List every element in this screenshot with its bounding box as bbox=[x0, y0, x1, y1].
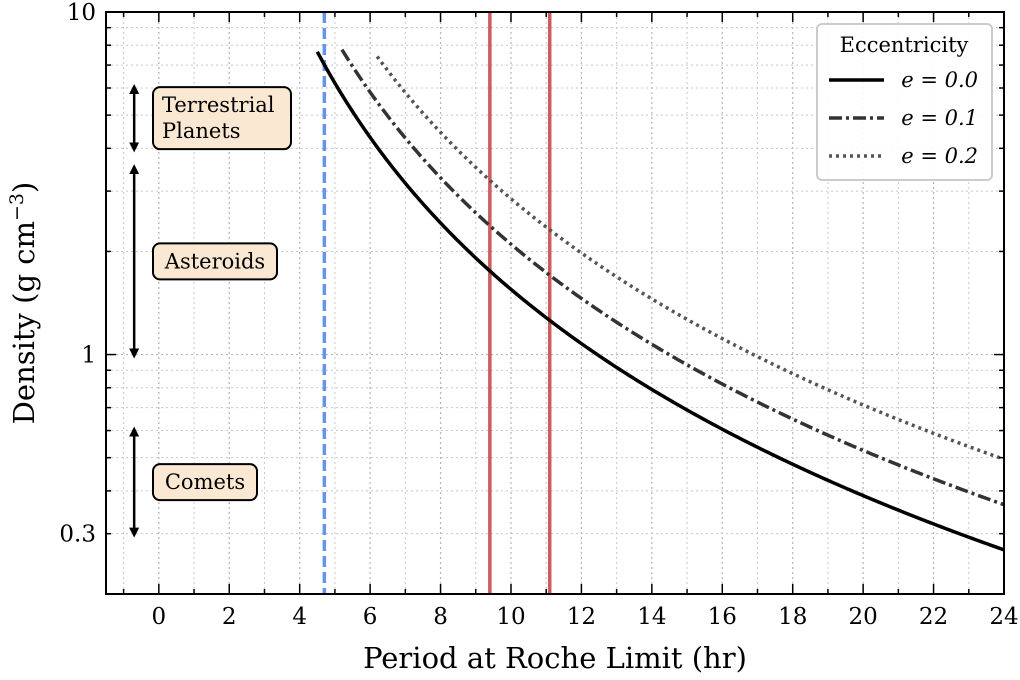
x-tick-label: 20 bbox=[848, 604, 877, 630]
x-tick-label: 12 bbox=[567, 604, 596, 630]
density-class-box-2 bbox=[152, 242, 278, 281]
y-axis-title-main: Density (g cm bbox=[7, 221, 41, 424]
x-tick-label: 16 bbox=[708, 604, 737, 630]
density-class-label-1-1: Terrestrial bbox=[162, 93, 275, 117]
x-tick-label: 0 bbox=[152, 604, 167, 630]
axis-ticks bbox=[106, 11, 1005, 595]
x-axis-title: Period at Roche Limit (hr) bbox=[363, 641, 747, 675]
y-axis-title: Density (g cm−3) bbox=[6, 182, 41, 425]
legend-title: Eccentricity bbox=[840, 33, 969, 57]
vertical-lines bbox=[322, 12, 552, 594]
y-axis-title-close: ) bbox=[7, 182, 41, 193]
plot-frame bbox=[105, 11, 1005, 595]
x-tick-label: 10 bbox=[496, 604, 525, 630]
legend-box bbox=[816, 23, 993, 181]
legend-label-e1: e = 0.1 bbox=[901, 106, 978, 130]
x-tick-label: 4 bbox=[292, 604, 307, 630]
y-tick-label: 0.3 bbox=[59, 522, 96, 548]
series-line-e1 bbox=[340, 48, 1005, 507]
x-tick-label: 6 bbox=[363, 604, 378, 630]
legend-label-e0: e = 0.0 bbox=[901, 68, 978, 92]
density-class-label-1-2: Planets bbox=[162, 119, 241, 143]
y-tick-label: 1 bbox=[81, 343, 96, 369]
y-axis-title-exponent: −3 bbox=[6, 193, 28, 221]
legend: Eccentricity e = 0.0 e = 0.1 e = 0.2 bbox=[816, 23, 993, 181]
density-class-label-3-1: Comets bbox=[165, 470, 245, 494]
x-tick-label: 22 bbox=[919, 604, 948, 630]
density-class-box-3 bbox=[152, 463, 258, 502]
x-tick-label: 14 bbox=[637, 604, 666, 630]
x-tick-label: 8 bbox=[433, 604, 448, 630]
series-line-e2 bbox=[375, 55, 1005, 461]
density-class-box-1 bbox=[152, 86, 292, 151]
series-line-e0 bbox=[315, 50, 1005, 552]
legend-label-e2: e = 0.2 bbox=[901, 144, 978, 168]
x-tick-label: 2 bbox=[222, 604, 237, 630]
x-tick-label: 18 bbox=[778, 604, 807, 630]
y-tick-label: 10 bbox=[67, 0, 96, 26]
series-lines bbox=[315, 48, 1005, 552]
x-tick-label: 24 bbox=[989, 604, 1018, 630]
density-class-label-2-1: Asteroids bbox=[164, 249, 265, 273]
